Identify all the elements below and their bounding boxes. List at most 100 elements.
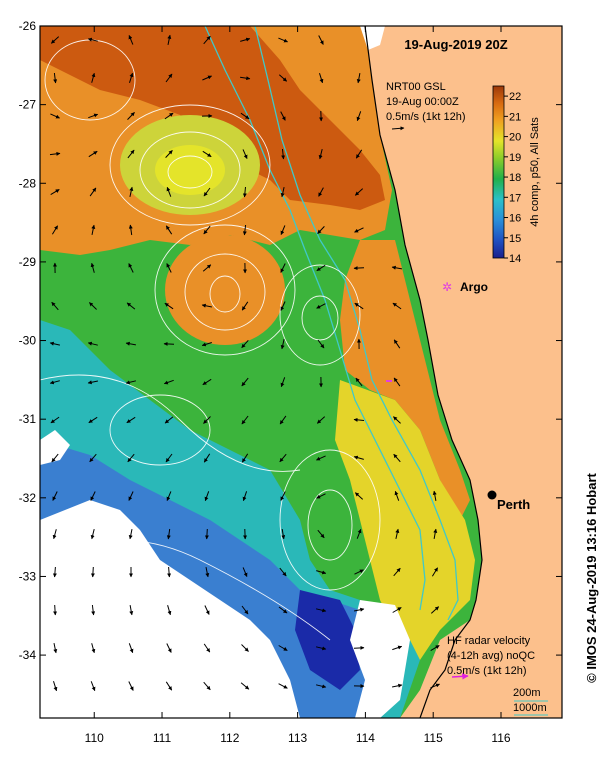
velocity-arrow [242, 149, 248, 159]
velocity-arrow [128, 224, 133, 236]
velocity-arrow [126, 302, 136, 310]
velocity-arrow [278, 37, 288, 43]
velocity-arrow [354, 607, 365, 612]
velocity-arrow [202, 378, 212, 386]
velocity-arrow [126, 416, 136, 424]
velocity-arrow [164, 302, 174, 310]
velocity-arrow [353, 266, 365, 271]
coastline [364, 26, 483, 718]
velocity-arrow [240, 76, 251, 81]
argo-marker-icon: ✲ [442, 280, 452, 294]
velocity-arrow [280, 301, 286, 311]
velocity-arrow [164, 112, 174, 120]
velocity-arrow [318, 35, 324, 45]
velocity-arrow [203, 643, 211, 653]
y-tick-label: -32 [19, 491, 37, 505]
velocity-arrow [165, 150, 173, 158]
velocity-arrow [91, 224, 96, 235]
cloud-mask-southeast [350, 600, 410, 718]
velocity-arrow [317, 226, 325, 234]
velocity-arrow [278, 645, 288, 651]
velocity-arrow [315, 608, 327, 613]
velocity-arrow [204, 605, 210, 615]
velocity-arrow [204, 528, 209, 540]
velocity-arrow [201, 342, 212, 347]
velocity-arrow [50, 416, 60, 424]
velocity-arrow [88, 113, 99, 119]
colorbar-tick-label: 21 [509, 111, 521, 123]
plot-frame [39, 25, 563, 719]
isobath-200m [254, 26, 459, 621]
x-tick-label: 112 [220, 731, 239, 745]
velocity-arrow [392, 683, 403, 688]
velocity-arrow [87, 380, 98, 385]
velocity-arrow [430, 644, 440, 652]
velocity-arrow [240, 112, 250, 120]
velocity-arrow [241, 301, 249, 311]
colorbar-tick-label: 22 [509, 91, 521, 103]
velocity-arrow [394, 490, 400, 501]
velocity-arrow [165, 453, 173, 463]
velocity-arrow [90, 491, 96, 501]
velocity-arrow [50, 36, 60, 44]
cloud-mask-small [40, 430, 70, 465]
velocity-arrow [279, 415, 287, 425]
velocity-arrow [393, 567, 401, 577]
velocity-arrow [129, 605, 134, 616]
velocity-arrow [165, 225, 173, 235]
velocity-arrow [129, 72, 134, 83]
x-tick-label: 110 [85, 731, 104, 745]
velocity-arrow [53, 642, 58, 654]
velocity-arrow [90, 681, 96, 692]
argo-label: Argo [460, 280, 488, 294]
velocity-arrow [318, 187, 324, 197]
velocity-arrow [90, 566, 95, 578]
velocity-arrow [125, 380, 137, 385]
colorbar-tick-label: 16 [509, 213, 521, 225]
velocity-arrow [355, 149, 363, 159]
velocity-arrow [242, 567, 248, 577]
velocity-arrow [241, 644, 249, 652]
velocity-arrow [128, 681, 134, 691]
velocity-arrow [165, 73, 173, 83]
map-body [40, 26, 562, 718]
velocity-arrow [201, 303, 212, 308]
hf-radar-line-3: 0.5m/s (1kt 12h) [447, 665, 526, 677]
velocity-arrow [280, 225, 286, 235]
warm-eddy-central [165, 235, 285, 345]
velocity-arrow [240, 682, 250, 690]
velocity-arrow [280, 338, 285, 350]
velocity-arrow [278, 683, 288, 689]
velocity-arrow [316, 416, 326, 424]
velocity-arrow [49, 151, 61, 156]
velocity-arrow [127, 112, 135, 120]
velocity-arrow [128, 528, 133, 540]
velocity-arrow [316, 570, 327, 575]
velocity-arrow [90, 528, 95, 540]
velocity-arrow [91, 604, 96, 616]
hf-radar-line-2: (4-12h avg) noQC [447, 650, 535, 662]
velocity-arrow [241, 415, 249, 425]
velocity-arrow [242, 186, 247, 198]
velocity-arrow [128, 643, 134, 654]
velocity-arrow [356, 111, 362, 122]
x-tick-label: 113 [288, 731, 307, 745]
velocity-arrow [89, 302, 97, 310]
colorbar-tick-label: 17 [509, 192, 521, 204]
velocity-arrow [167, 566, 172, 578]
velocity-arrow [167, 605, 172, 616]
velocity-arrow [432, 490, 437, 501]
velocity-arrow [280, 263, 286, 273]
y-tick-label: -31 [19, 412, 37, 426]
velocity-arrow [91, 72, 96, 83]
velocity-arrow [51, 225, 59, 235]
velocity-arrow [128, 491, 134, 501]
velocity-arrow [433, 528, 438, 539]
velocity-arrow [281, 529, 286, 540]
isobath-1000m-label: 1000m [513, 702, 547, 714]
velocity-arrow [391, 265, 402, 270]
velocity-arrow [88, 416, 98, 424]
velocity-arrow [316, 493, 326, 499]
velocity-arrow [205, 566, 210, 578]
velocity-arrow [315, 646, 327, 651]
